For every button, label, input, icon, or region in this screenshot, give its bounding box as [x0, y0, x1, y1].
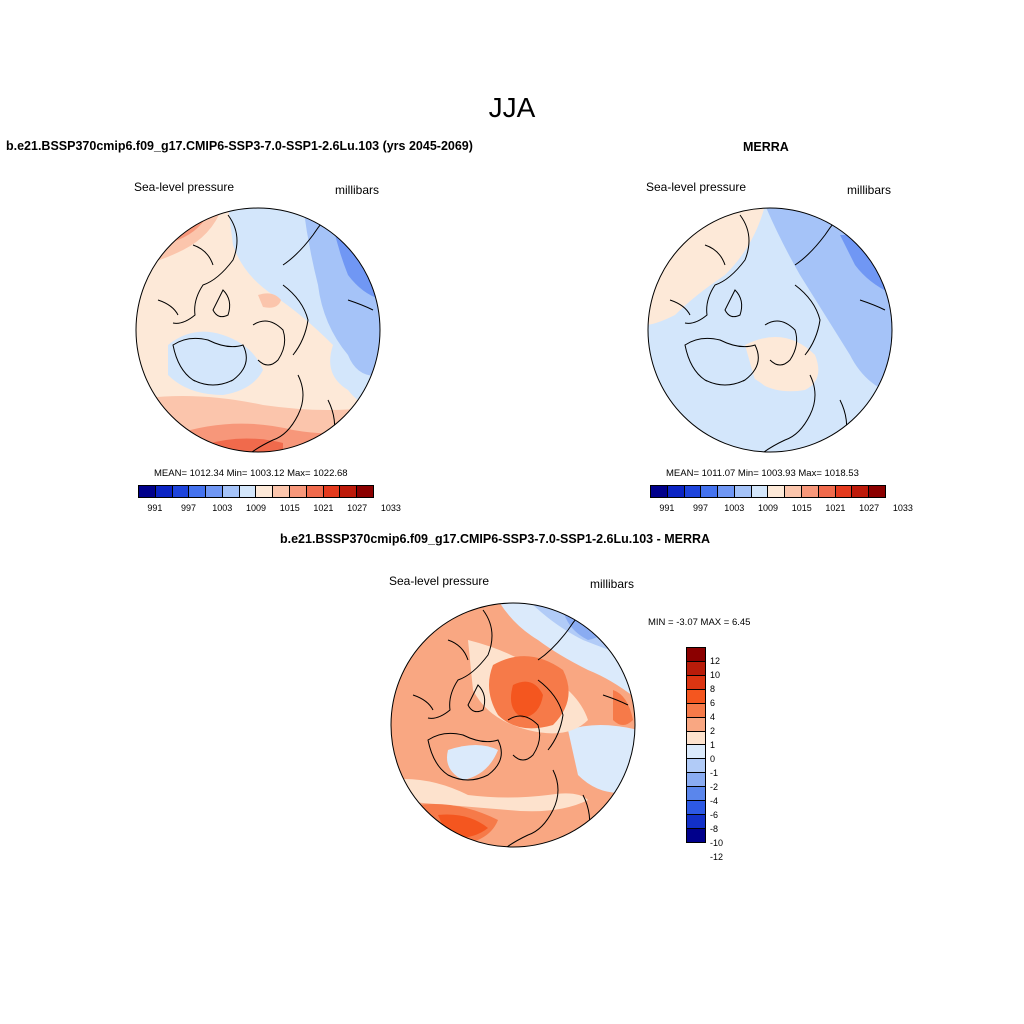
obs-colorbar-tick-label: 1021: [825, 503, 846, 513]
obs-colorbar-cell: [818, 486, 836, 497]
obs-colorbar: [650, 485, 886, 498]
model-colorbar-cell: [172, 486, 190, 497]
obs-colorbar-tick-label: 1033: [892, 503, 913, 513]
obs-colorbar-tick-label: 997: [693, 503, 709, 513]
obs-colorbar-cell: [667, 486, 685, 497]
diff-colorbar-tick-label: 6: [710, 698, 716, 708]
diff-colorbar-cell: [687, 787, 705, 802]
obs-colorbar-tick-label: 1009: [757, 503, 779, 513]
diff-colorbar-tick-label: -12: [710, 852, 724, 862]
diff-colorbar-cell: [687, 815, 705, 829]
model-colorbar-tick-label: 1009: [245, 503, 267, 513]
diff-colorbar-cell: [687, 759, 705, 774]
diff-colorbar-cell: [687, 661, 705, 676]
obs-colorbar-cell: [651, 486, 668, 497]
diff-colorbar-cell: [687, 745, 705, 760]
diff-colorbar-tick-label: -10: [710, 838, 724, 848]
model-colorbar-cell: [273, 486, 291, 497]
obs-colorbar-tick-label: 1027: [859, 503, 880, 513]
obs-colorbar-cell: [835, 486, 853, 497]
obs-colorbar-cell: [768, 486, 786, 497]
diff-colorbar-cell: [687, 703, 705, 718]
diff-colorbar-cell: [687, 828, 705, 842]
model-colorbar-cell: [206, 486, 223, 497]
obs-colorbar-cell: [869, 486, 885, 497]
model-colorbar-tick-label: 997: [181, 503, 197, 513]
obs-colorbar-cell: [852, 486, 870, 497]
diff-colorbar-tick-label: -4: [710, 796, 719, 806]
model-colorbar-tick-label: 1027: [347, 503, 368, 513]
model-colorbar-cell: [357, 486, 373, 497]
diff-colorbar-tick-label: 1: [710, 740, 716, 750]
diff-stats: MIN = -3.07 MAX = 6.45: [648, 617, 751, 628]
diff-colorbar-tick-label: -2: [710, 782, 719, 792]
model-units-label: millibars: [335, 183, 380, 197]
obs-colorbar-cell: [785, 486, 803, 497]
diff-variable-label: Sea-level pressure: [389, 574, 490, 588]
diff-units-label: millibars: [590, 577, 635, 591]
diff-colorbar-cell: [687, 731, 705, 746]
model-colorbar-cell: [340, 486, 358, 497]
obs-stats: MEAN= 1011.07 Min= 1003.93 Max= 1018.53: [666, 468, 859, 479]
model-colorbar-cell: [306, 486, 324, 497]
diff-colorbar-cell: [687, 675, 705, 690]
obs-colorbar-cell: [802, 486, 819, 497]
model-variable-label: Sea-level pressure: [134, 180, 235, 194]
model-panel-title: b.e21.BSSP370cmip6.f09_g17.CMIP6-SSP3-7.…: [6, 139, 473, 153]
diff-panel-title: b.e21.BSSP370cmip6.f09_g17.CMIP6-SSP3-7.…: [280, 532, 711, 546]
model-colorbar-cell: [189, 486, 207, 497]
diff-colorbar-tick-label: 0: [710, 754, 716, 764]
model-colorbar-cell: [155, 486, 173, 497]
obs-variable-label: Sea-level pressure: [646, 180, 747, 194]
obs-panel-title: MERRA: [743, 140, 789, 154]
obs-units-label: millibars: [847, 183, 892, 197]
model-colorbar-tick-label: 1033: [380, 503, 401, 513]
obs-colorbar-tick-label: 1003: [724, 503, 745, 513]
diff-colorbar-cell: [687, 801, 705, 816]
diff-colorbar-tick-label: 2: [710, 726, 716, 736]
model-polar-map: [135, 207, 381, 453]
diff-colorbar-tick-label: 4: [710, 712, 716, 722]
obs-colorbar-cell: [701, 486, 719, 497]
obs-colorbar-tick-label: 1015: [791, 503, 812, 513]
diff-colorbar-cell: [687, 648, 705, 662]
diff-polar-map: [390, 602, 636, 848]
model-colorbar-tick-label: 1015: [279, 503, 300, 513]
model-colorbar-cell: [139, 486, 156, 497]
diff-colorbar-cell: [687, 773, 705, 788]
diff-colorbar-tick-label: 8: [710, 684, 716, 694]
obs-colorbar-cell: [684, 486, 702, 497]
diff-colorbar-cell: [687, 717, 705, 732]
diff-colorbar-tick-label: 10: [710, 670, 721, 680]
diff-colorbar-tick-label: -8: [710, 824, 719, 834]
diff-colorbar-cell: [687, 689, 705, 704]
model-colorbar-cell: [323, 486, 341, 497]
obs-polar-map: [647, 207, 893, 453]
model-stats: MEAN= 1012.34 Min= 1003.12 Max= 1022.68: [154, 468, 348, 479]
season-title: JJA: [488, 92, 536, 123]
model-colorbar-cell: [239, 486, 257, 497]
obs-colorbar-cell: [718, 486, 735, 497]
model-colorbar-tick-label: 1021: [313, 503, 334, 513]
model-colorbar-tick-label: 1003: [212, 503, 233, 513]
diff-colorbar: [686, 647, 706, 843]
model-colorbar-cell: [290, 486, 307, 497]
model-colorbar: [138, 485, 374, 498]
diff-colorbar-tick-label: -1: [710, 768, 719, 778]
obs-colorbar-cell: [751, 486, 769, 497]
diff-colorbar-tick-label: -6: [710, 810, 719, 820]
model-colorbar-tick-label: 991: [147, 503, 163, 513]
diff-colorbar-tick-label: 12: [710, 656, 721, 666]
model-colorbar-cell: [256, 486, 274, 497]
obs-colorbar-tick-label: 991: [659, 503, 675, 513]
obs-colorbar-cell: [734, 486, 752, 497]
model-colorbar-cell: [222, 486, 240, 497]
